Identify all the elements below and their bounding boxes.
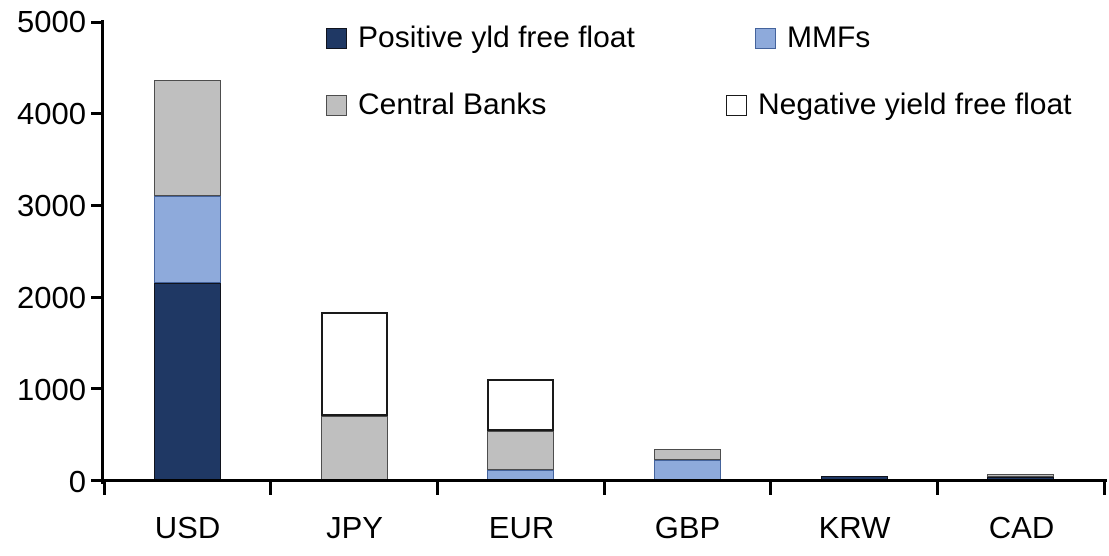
y-axis-label-3000: 3000 [17, 188, 86, 223]
x-tick-2 [435, 479, 439, 495]
legend-item-negative-yield-free-float: Negative yield free float [726, 85, 1072, 125]
x-tick-4 [769, 479, 773, 495]
x-tick-5 [935, 479, 939, 495]
bar-segment-usd-mmfs [153, 196, 221, 284]
y-tick-0 [91, 479, 104, 482]
y-tick-1000 [91, 387, 104, 391]
y-axis-label-4000: 4000 [17, 96, 86, 131]
legend-label-negative-yield-free-float: Negative yield free float [758, 88, 1072, 121]
bar-segment-eur-negative-yield-free-float [487, 378, 555, 431]
y-axis-label-1000: 1000 [17, 372, 86, 407]
bar-segment-eur-central-banks [487, 430, 555, 471]
y-tick-4000 [91, 112, 104, 116]
x-tick-3 [602, 479, 606, 495]
y-axis-label-5000: 5000 [17, 4, 86, 39]
legend-label-positive-yld-free-float: Positive yld free float [358, 21, 635, 54]
y-tick-5000 [91, 20, 104, 24]
x-axis-label-jpy: JPY [326, 510, 383, 545]
y-tick-3000 [91, 203, 104, 207]
bar-segment-jpy-negative-yield-free-float [320, 311, 388, 417]
bar-segment-cad-central-banks [987, 474, 1055, 477]
x-axis-label-krw: KRW [818, 510, 891, 545]
bar-segment-usd-central-banks [153, 79, 221, 197]
bar-segment-gbp-mmfs [653, 460, 721, 481]
y-axis-label-0: 0 [68, 464, 86, 499]
x-tick-6 [1102, 479, 1106, 495]
legend-swatch-mmfs [755, 27, 776, 49]
y-tick-2000 [91, 295, 104, 299]
bar-segment-gbp-central-banks [653, 449, 721, 461]
y-axis-label-2000: 2000 [17, 280, 86, 315]
x-axis-label-gbp: GBP [654, 510, 721, 545]
legend-label-central-banks: Central Banks [358, 88, 547, 121]
x-axis-label-eur: EUR [488, 510, 555, 545]
legend-item-central-banks: Central Banks [326, 85, 546, 125]
bar-segment-usd-positive-yld-free-float [153, 283, 221, 481]
legend-swatch-central-banks [326, 94, 347, 116]
legend-swatch-negative-yield-free-float [726, 94, 747, 116]
x-axis-line [101, 479, 1107, 482]
y-axis-line [101, 20, 104, 484]
legend-item-mmfs: MMFs [755, 18, 870, 58]
legend-label-mmfs: MMFs [787, 21, 871, 54]
x-axis-label-cad: CAD [988, 510, 1055, 545]
x-tick-1 [269, 479, 273, 495]
x-axis-label-usd: USD [154, 510, 221, 545]
legend-item-positive-yld-free-float: Positive yld free float [326, 18, 635, 58]
x-tick-0 [102, 479, 106, 495]
legend-swatch-positive-yld-free-float [326, 27, 347, 49]
bar-segment-jpy-central-banks [320, 416, 388, 481]
